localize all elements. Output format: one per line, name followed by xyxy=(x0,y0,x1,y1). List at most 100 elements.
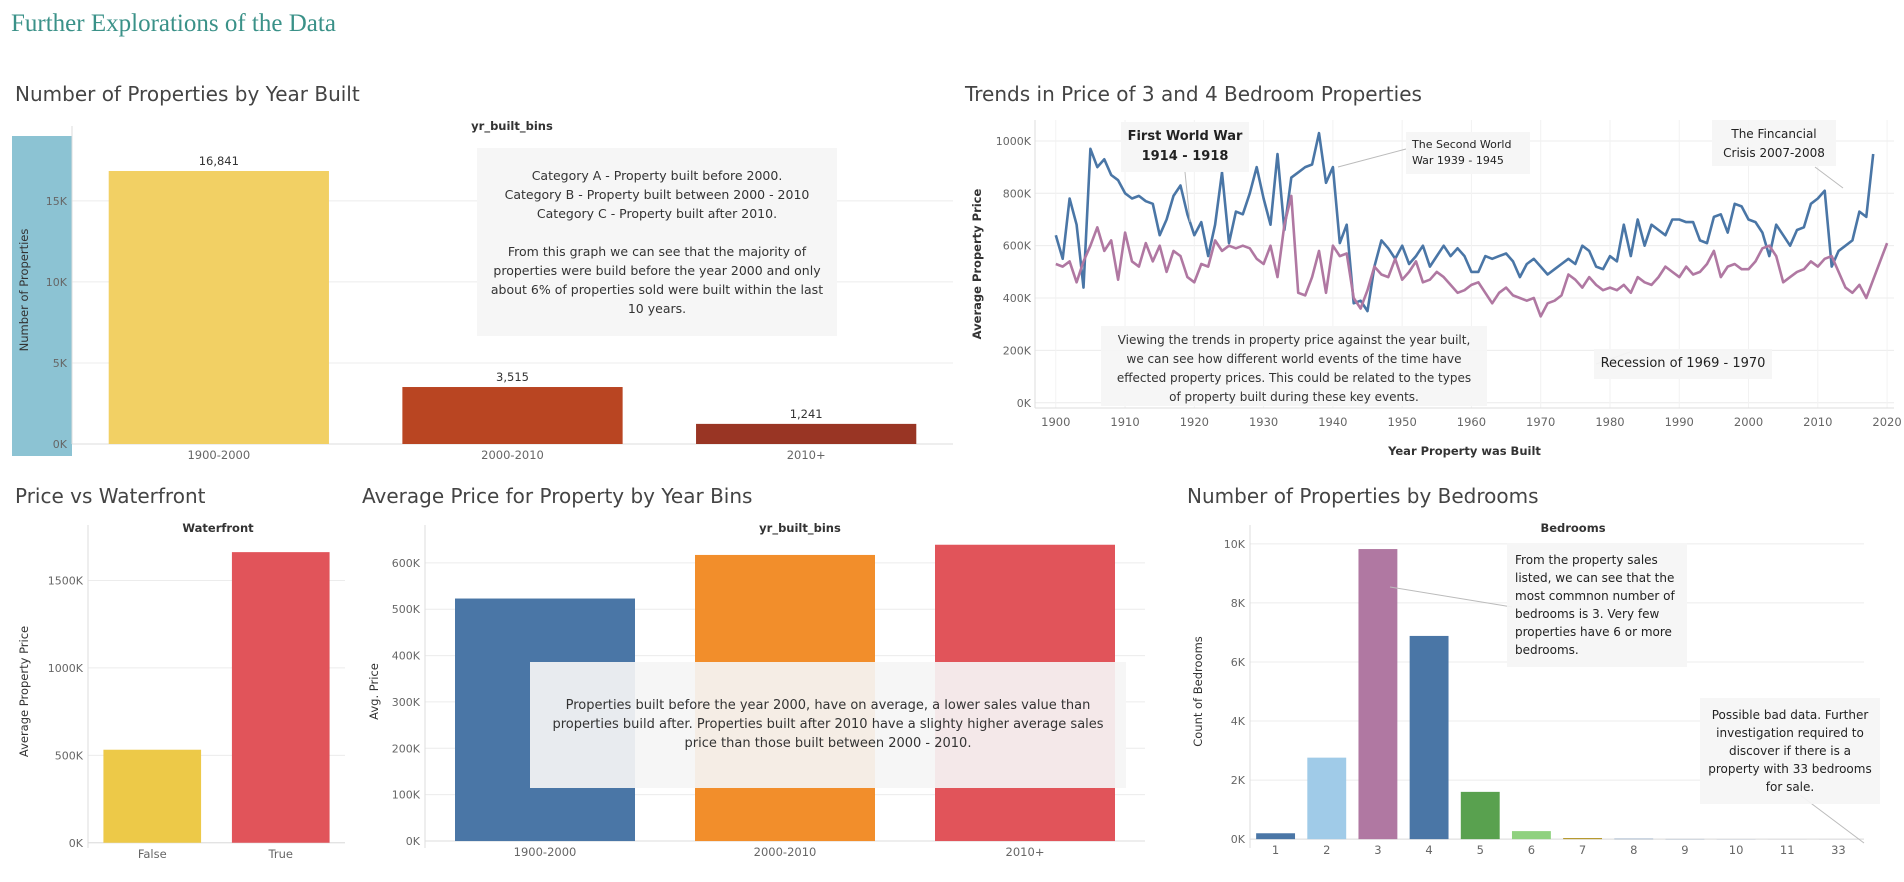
x-tick-label: False xyxy=(138,847,167,861)
bar-2010+ xyxy=(696,423,917,444)
bar-6 xyxy=(1511,831,1551,840)
bar-4 xyxy=(1409,635,1449,840)
x-tick-label: 1900-2000 xyxy=(187,448,250,462)
y-tick-label: 1500K xyxy=(48,574,84,587)
bar-1900-2000 xyxy=(108,170,329,444)
y-tick-label: 200K xyxy=(1003,344,1032,357)
x-tick-label: True xyxy=(268,847,293,861)
y-tick-label: 200K xyxy=(392,742,421,755)
ww1-annotation-text: First World War 1914 - 1918 xyxy=(1127,129,1243,164)
y-tick-label: 400K xyxy=(1003,292,1032,305)
crisis-leader-line xyxy=(1814,166,1844,189)
ww1-leader-line xyxy=(1184,171,1191,223)
bad-data-note-text: Possible bad data. Further investigation… xyxy=(1708,708,1872,794)
y-tick-label: 2K xyxy=(1231,774,1246,787)
y-tick-label: 15K xyxy=(46,195,68,208)
bar-3 xyxy=(1358,549,1398,840)
y-tick-label: 500K xyxy=(392,603,421,616)
y-axis-label: Average Property Price xyxy=(970,189,984,340)
x-tick-label: 9 xyxy=(1681,843,1688,857)
bedrooms-chart: 0K 2K 4K 6K 8K 10K Bedrooms Count of Bedrooms 1 2… xyxy=(1191,521,1865,857)
crisis-annotation-text: The Fincancial Crisis 2007-2008 xyxy=(1723,127,1825,160)
bar-False xyxy=(103,749,202,843)
x-tick-label: 33 xyxy=(1831,843,1846,857)
bar-2 xyxy=(1307,757,1347,840)
trends-note-text: Viewing the trends in property price aga… xyxy=(1116,333,1472,404)
y-tick-label: 400K xyxy=(392,650,421,663)
y-tick-label: 0K xyxy=(406,835,421,848)
ww2-annotation: The Second World War 1939 - 1945 xyxy=(1406,132,1530,174)
waterfront-chart: 0K 500K 1000K 1500K Waterfront Average Proper… xyxy=(17,521,345,861)
x-tick-label: 7 xyxy=(1579,843,1586,857)
x-tick-label: 1 xyxy=(1272,843,1279,857)
column-header: Waterfront xyxy=(182,521,254,535)
y-tick-label: 6K xyxy=(1231,656,1246,669)
x-tick-label: 1900 xyxy=(1041,415,1070,429)
x-tick-label: 10 xyxy=(1729,843,1744,857)
y-tick-label: 0K xyxy=(1231,833,1246,846)
ww2-leader-line xyxy=(1337,148,1407,168)
y-axis-label: Number of Properties xyxy=(17,229,31,352)
y-axis-label: Avg. Price xyxy=(367,663,381,720)
bad-data-note: Possible bad data. Further investigation… xyxy=(1700,698,1880,804)
x-tick-label: 3 xyxy=(1374,843,1381,857)
x-tick-label: 2000-2010 xyxy=(481,448,544,462)
y-tick-label: 0K xyxy=(1017,397,1032,410)
bedrooms-note: From the property sales listed, we can s… xyxy=(1507,543,1687,667)
y-tick-label: 1000K xyxy=(48,662,84,675)
bar-1 xyxy=(1256,833,1296,840)
x-tick-label: 1920 xyxy=(1180,415,1209,429)
dashboard-title: Further Explorations of the Data xyxy=(11,10,336,37)
x-tick-label: 1980 xyxy=(1595,415,1624,429)
x-tick-label: 2010+ xyxy=(1006,845,1045,859)
y-tick-label: 500K xyxy=(55,749,84,762)
column-header: yr_built_bins xyxy=(471,119,553,134)
data-label: 1,241 xyxy=(790,407,823,421)
y-tick-label: 5K xyxy=(53,357,68,370)
x-tick-label: 1950 xyxy=(1388,415,1417,429)
x-tick-label: 1910 xyxy=(1110,415,1139,429)
y-tick-label: 600K xyxy=(1003,240,1032,253)
bedrooms-leader-line xyxy=(1389,586,1513,608)
x-axis-label: Year Property was Built xyxy=(1387,444,1541,458)
bar-7 xyxy=(1563,838,1603,840)
bar-5 xyxy=(1460,791,1500,840)
y-tick-label: 1000K xyxy=(996,135,1032,148)
x-tick-label: 1900-2000 xyxy=(514,845,577,859)
x-tick-label: 1970 xyxy=(1526,415,1555,429)
x-tick-label: 8 xyxy=(1630,843,1637,857)
y-tick-label: 800K xyxy=(1003,187,1032,200)
y-tick-label: 10K xyxy=(46,276,68,289)
waterfront-title: Price vs Waterfront xyxy=(15,484,206,508)
y-tick-label: 0K xyxy=(53,438,68,451)
column-header: yr_built_bins xyxy=(759,521,841,536)
x-tick-label: 4 xyxy=(1425,843,1432,857)
y-axis-band xyxy=(12,136,72,456)
series-line-0 xyxy=(1054,131,1875,313)
x-tick-label: 6 xyxy=(1528,843,1535,857)
bar-True xyxy=(231,552,330,843)
y-tick-label: 8K xyxy=(1231,597,1246,610)
x-tick-label: 2010 xyxy=(1803,415,1832,429)
trends-title: Trends in Price of 3 and 4 Bedroom Prope… xyxy=(965,82,1422,106)
ww2-annotation-text: The Second World War 1939 - 1945 xyxy=(1412,138,1512,167)
recession-annotation-text: Recession of 1969 - 1970 xyxy=(1600,356,1766,371)
y-tick-label: 4K xyxy=(1231,715,1246,728)
bedrooms-note-text: From the property sales listed, we can s… xyxy=(1515,553,1675,657)
yr-built-bins-note-text: Category A - Property built before 2000.… xyxy=(490,168,824,316)
x-tick-label: 2000-2010 xyxy=(754,845,817,859)
ww1-annotation: First World War 1914 - 1918 xyxy=(1121,122,1249,172)
avg-price-bins-note-text: Properties built before the year 2000, h… xyxy=(552,698,1104,751)
crisis-annotation: The Fincancial Crisis 2007-2008 xyxy=(1712,120,1836,166)
y-tick-label: 0K xyxy=(69,837,84,850)
y-tick-label: 300K xyxy=(392,696,421,709)
x-tick-label: 1990 xyxy=(1665,415,1694,429)
recession-annotation: Recession of 1969 - 1970 xyxy=(1594,349,1772,379)
x-tick-label: 1930 xyxy=(1249,415,1278,429)
x-tick-label: 2 xyxy=(1323,843,1330,857)
y-tick-label: 100K xyxy=(392,789,421,802)
data-label: 3,515 xyxy=(496,370,529,384)
y-axis-label: Count of Bedrooms xyxy=(1191,636,1205,747)
x-tick-label: 1960 xyxy=(1457,415,1486,429)
x-tick-label: 2000 xyxy=(1734,415,1763,429)
